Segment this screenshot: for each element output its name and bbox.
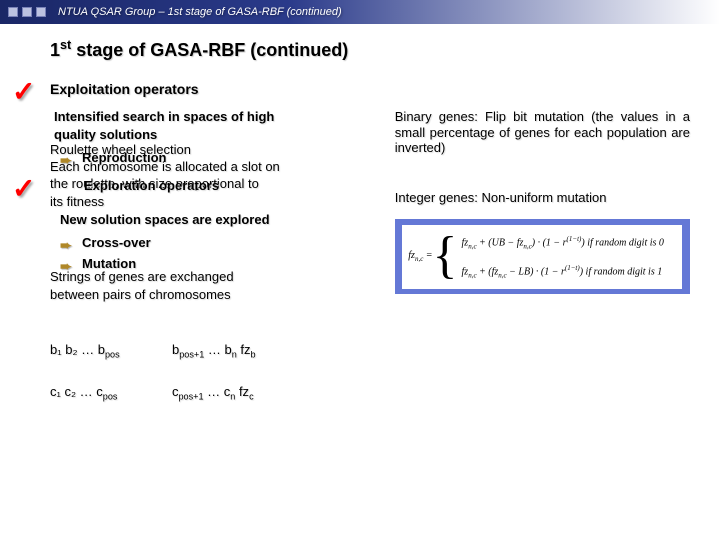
text-integer-genes: Integer genes: Non-uniform mutation [395, 190, 690, 206]
topbar-decor [8, 7, 46, 17]
section-exploitation: ✓ Exploitation operators [50, 81, 690, 99]
title-pre: 1 [50, 40, 60, 60]
check-icon: ✓ [12, 75, 35, 108]
formula-row-1: fzn,c + (UB − fzn,c) · (1 − r(1−t)) if r… [462, 235, 664, 250]
seq-b-left: b₁ b₂ … bpos [50, 342, 160, 360]
seq-row-c: c₁ c₂ … cpos cpos+1 … cn fzc [50, 384, 375, 402]
page-title: 1st stage of GASA-RBF (continued) [50, 38, 690, 61]
sequence-block: b₁ b₂ … bpos bpos+1 … bn fzb c₁ c₂ … cpo… [50, 342, 375, 401]
seq-c-left: c₁ c₂ … cpos [50, 384, 160, 402]
brace-icon: { [433, 233, 458, 280]
check-icon: ✓ [12, 173, 35, 204]
text-line: quality solutions [54, 127, 375, 143]
slide-breadcrumb: NTUA QSAR Group – 1st stage of GASA-RBF … [58, 6, 342, 18]
bullet-reproduction: ➨ Reproduction [60, 150, 375, 165]
bullet-label: Mutation [82, 256, 136, 271]
section-label: Exploration operators [84, 178, 219, 193]
title-post: stage of GASA-RBF (continued) [71, 40, 348, 60]
decor-square [36, 7, 46, 17]
right-column: Binary genes: Flip bit mutation (the val… [395, 109, 690, 426]
section-exploration: Exploration operators [62, 178, 219, 193]
formula-lhs: fzn,c = [408, 250, 432, 263]
text-binary-genes: Binary genes: Flip bit mutation (the val… [395, 109, 690, 156]
text-line: its fitness [50, 194, 375, 210]
formula-rows: fzn,c + (UB − fzn,c) · (1 − r(1−t)) if r… [462, 235, 664, 280]
title-sup: st [60, 38, 71, 52]
left-column: Intensified search in spaces of high qua… [50, 109, 375, 426]
text-line: Intensified search in spaces of high [54, 109, 375, 125]
slide-content: 1st stage of GASA-RBF (continued) ✓ Expl… [0, 24, 720, 436]
top-bar: NTUA QSAR Group – 1st stage of GASA-RBF … [0, 0, 720, 24]
decor-square [22, 7, 32, 17]
check-wrapper: ✓ [12, 172, 35, 205]
overlap-line: the roulette, with size proportional to … [50, 176, 375, 192]
text-line: New solution spaces are explored [60, 212, 375, 228]
arrow-icon: ➨ [60, 258, 72, 275]
seq-row-b: b₁ b₂ … bpos bpos+1 … bn fzb [50, 342, 375, 360]
formula-row-2: fzn,c + (fzn,c − LB) · (1 − r(1−t)) if r… [462, 264, 664, 279]
seq-c-right: cpos+1 … cn fzc [172, 384, 342, 402]
bullet-crossover: ➨ Cross-over [60, 235, 375, 250]
columns: Intensified search in spaces of high qua… [50, 109, 690, 426]
text-line: between pairs of chromosomes [50, 287, 375, 303]
bullet-label: Cross-over [82, 235, 151, 250]
arrow-icon: ➨ [60, 152, 72, 169]
arrow-icon: ➨ [60, 237, 72, 254]
bullet-label: Reproduction [82, 150, 167, 165]
bullet-mutation: ➨ Mutation [60, 256, 375, 271]
section-label: Exploitation operators [50, 81, 199, 97]
formula-box: fzn,c = { fzn,c + (UB − fzn,c) · (1 − r(… [395, 219, 690, 294]
decor-square [8, 7, 18, 17]
text-line: Strings of genes are exchanged [50, 269, 375, 285]
formula-inner: fzn,c = { fzn,c + (UB − fzn,c) · (1 − r(… [402, 225, 682, 289]
seq-b-right: bpos+1 … bn fzb [172, 342, 342, 360]
